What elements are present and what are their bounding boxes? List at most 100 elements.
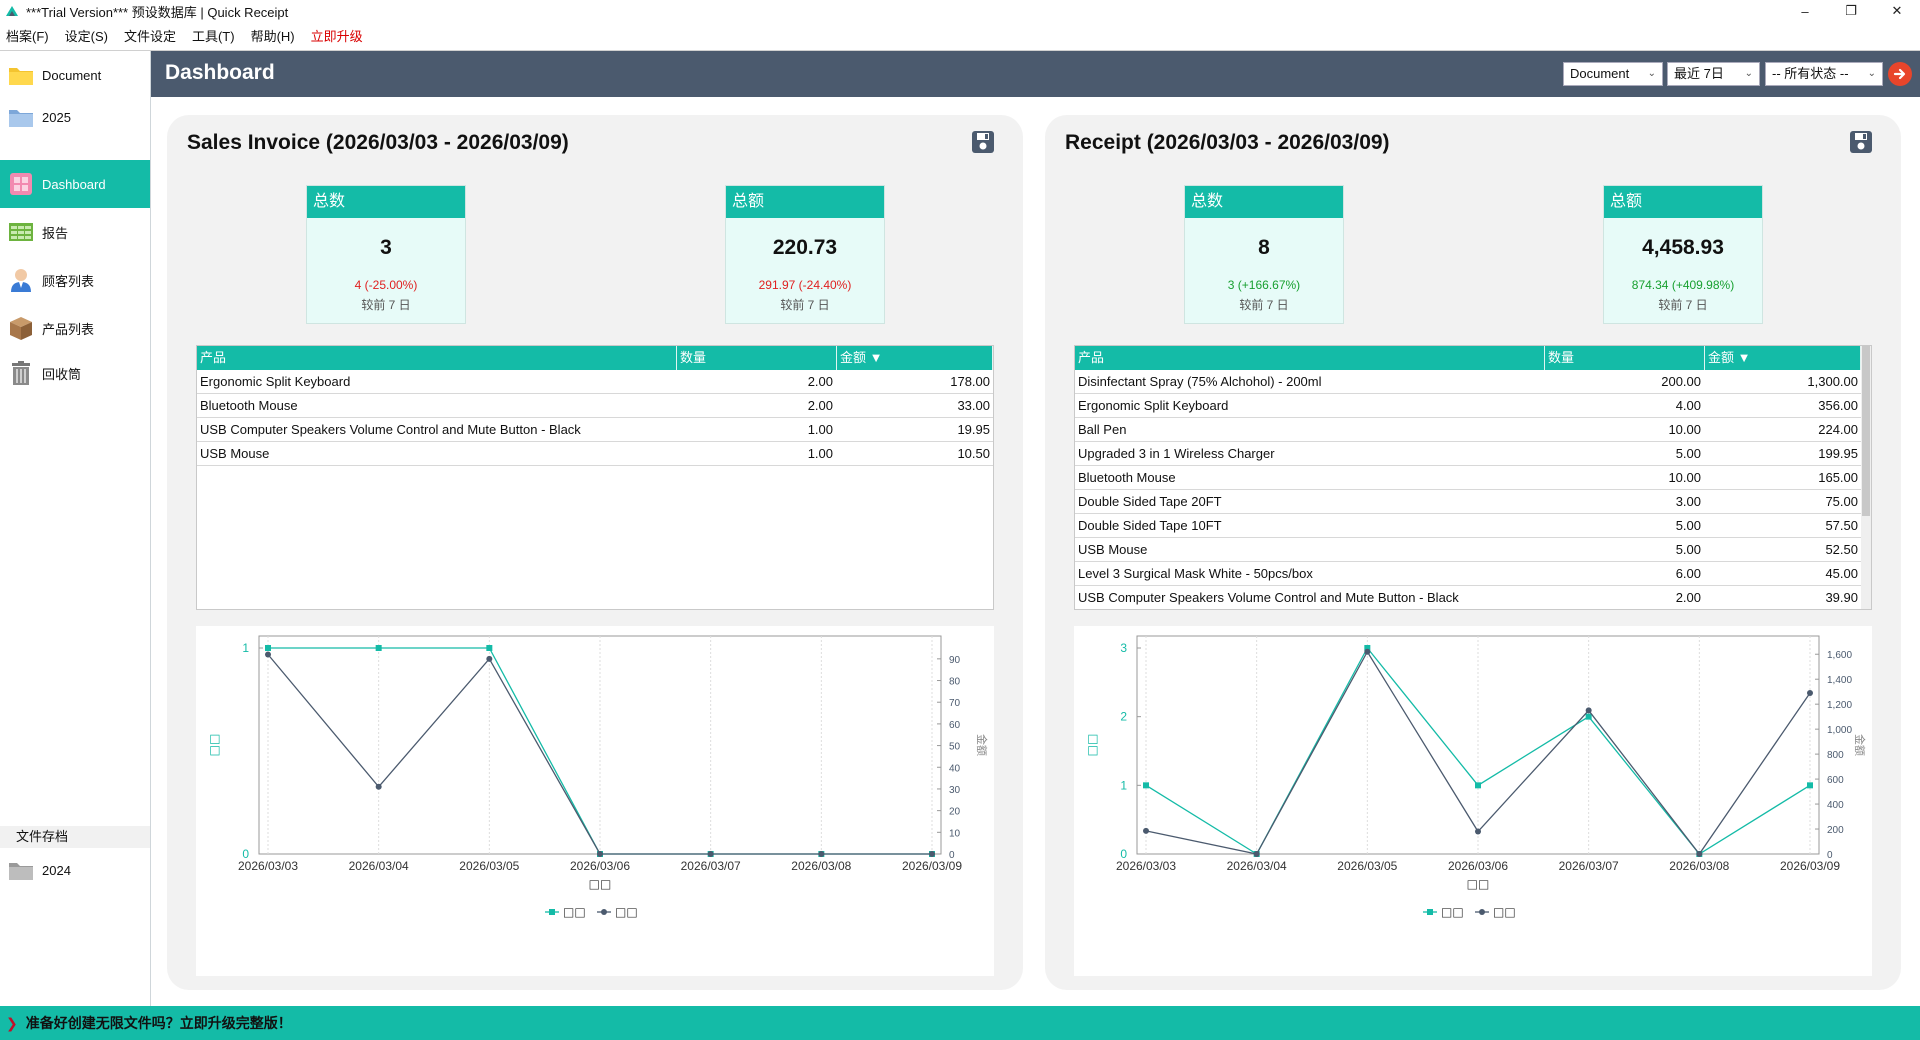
data-point xyxy=(265,645,271,651)
kpi-label: 总数 xyxy=(1185,186,1343,218)
cell-amount: 1,300.00 xyxy=(1807,374,1858,389)
data-point xyxy=(1807,782,1813,789)
kpi-label: 总额 xyxy=(1604,186,1762,218)
table-row[interactable]: USB Mouse 1.00 10.50 xyxy=(197,442,993,466)
column-header-amount[interactable]: 金额 ▼ xyxy=(1705,346,1861,370)
table-row[interactable]: USB Computer Speakers Volume Control and… xyxy=(1075,586,1871,609)
kpi-compare-label: 较前 7 日 xyxy=(361,298,411,312)
y2-tick-label: 30 xyxy=(949,785,961,796)
y2-tick-label: 0 xyxy=(1827,850,1833,861)
sidebar-item-archive-2024[interactable]: 2024 xyxy=(0,849,150,891)
table-row[interactable]: Double Sided Tape 10FT 5.00 57.50 xyxy=(1075,514,1871,538)
cell-qty: 1.00 xyxy=(807,422,833,437)
save-icon[interactable] xyxy=(1849,130,1873,154)
x-tick-label: 2026/03/08 xyxy=(1669,859,1729,873)
legend-marker xyxy=(1479,909,1485,915)
table-row[interactable]: Upgraded 3 in 1 Wireless Charger 5.00 199.… xyxy=(1075,442,1871,466)
y-tick-label: 1 xyxy=(242,641,249,655)
table-row[interactable]: Bluetooth Mouse 10.00 165.00 xyxy=(1075,466,1871,490)
x-tick-label: 2026/03/07 xyxy=(1559,859,1619,873)
y2-tick-label: 1,000 xyxy=(1827,725,1852,736)
legend-label: □□ xyxy=(1441,905,1464,919)
sidebar-item-recycle-bin[interactable]: 回收筒 xyxy=(0,352,150,394)
column-header-product[interactable]: 产品 xyxy=(1075,346,1545,370)
cell-qty: 2.00 xyxy=(1675,590,1701,605)
x-tick-label: 2026/03/04 xyxy=(1227,859,1287,873)
cell-amount: 224.00 xyxy=(1818,422,1858,437)
folder-blue-icon xyxy=(8,104,34,130)
table-scrollbar[interactable] xyxy=(1861,346,1871,609)
menu-upgrade[interactable]: 立即升级 xyxy=(310,28,363,44)
document-type-select[interactable]: Document ⌄ xyxy=(1563,62,1663,86)
sidebar-item-document[interactable]: Document xyxy=(0,54,150,96)
cell-product: Bluetooth Mouse xyxy=(200,398,298,413)
sidebar-item-dashboard[interactable]: Dashboard xyxy=(0,160,150,208)
sidebar-item-customers[interactable]: 顾客列表 xyxy=(0,259,150,301)
kpi-compare-label: 较前 7 日 xyxy=(1658,298,1708,312)
table-row[interactable]: USB Computer Speakers Volume Control and… xyxy=(197,418,993,442)
cell-qty: 3.00 xyxy=(1675,494,1701,509)
document-type-value: Document xyxy=(1570,66,1630,81)
menu-document-settings[interactable]: 文件设定 xyxy=(123,28,176,44)
sidebar-item-label: 回收筒 xyxy=(42,366,82,382)
table-row[interactable]: USB Mouse 5.00 52.50 xyxy=(1075,538,1871,562)
sidebar-item-label: 2024 xyxy=(42,862,71,878)
chart-svg: 0 1 2 3 0 200 400 600 800 1,000 1,200 1,400 1,600 202… xyxy=(1085,635,1867,919)
sidebar-item-label: 顾客列表 xyxy=(42,273,95,289)
save-icon[interactable] xyxy=(971,130,995,154)
data-point xyxy=(375,783,382,790)
menu-help[interactable]: 帮助(H) xyxy=(250,28,295,44)
folder-yellow-icon xyxy=(8,62,34,88)
y-tick-label: 3 xyxy=(1120,641,1127,655)
status-select[interactable]: -- 所有状态 -- ⌄ xyxy=(1765,62,1883,86)
period-value: 最近 7日 xyxy=(1674,66,1724,81)
y-tick-label: 0 xyxy=(242,847,249,861)
column-header-qty[interactable]: 数量 xyxy=(677,346,837,370)
menu-settings[interactable]: 设定(S) xyxy=(64,28,108,44)
x-tick-label: 2026/03/08 xyxy=(791,859,851,873)
table-row[interactable]: Bluetooth Mouse 2.00 33.00 xyxy=(197,394,993,418)
legend-marker xyxy=(1427,909,1433,915)
chevron-down-icon: ⌄ xyxy=(1744,68,1753,79)
sidebar-item-label: 2025 xyxy=(42,109,71,125)
menu-file[interactable]: 档案(F) xyxy=(6,28,49,44)
scrollbar-thumb[interactable] xyxy=(1862,346,1870,516)
y2-tick-label: 50 xyxy=(949,742,961,753)
menu-tools[interactable]: 工具(T) xyxy=(191,28,235,44)
table-row[interactable]: Ball Pen 10.00 224.00 xyxy=(1075,418,1871,442)
period-select[interactable]: 最近 7日 ⌄ xyxy=(1667,62,1760,86)
sidebar-item-2025[interactable]: 2025 xyxy=(0,96,150,138)
sidebar-item-products[interactable]: 产品列表 xyxy=(0,307,150,349)
y2-tick-label: 40 xyxy=(949,763,961,774)
column-header-product[interactable]: 产品 xyxy=(197,346,677,370)
minimize-button[interactable]: – xyxy=(1801,3,1809,19)
y-tick-label: 2 xyxy=(1120,710,1127,724)
page-title: Dashboard xyxy=(165,61,275,84)
y2-tick-label: 200 xyxy=(1827,825,1844,836)
upgrade-banner[interactable]: ❯ 准备好创建无限文件吗？立即升级完整版！ xyxy=(0,1006,1920,1040)
table-header: 产品 数量 金额 ▼ xyxy=(1075,346,1871,370)
restore-button[interactable]: ❐ xyxy=(1845,3,1857,18)
data-point xyxy=(1585,713,1592,720)
column-header-qty[interactable]: 数量 xyxy=(1545,346,1705,370)
data-point xyxy=(1696,851,1703,857)
cell-qty: 5.00 xyxy=(1675,446,1701,461)
table-row[interactable]: Ergonomic Split Keyboard 2.00 178.00 xyxy=(197,370,993,394)
table-row[interactable]: Level 3 Surgical Mask White - 50pcs/box 6… xyxy=(1075,562,1871,586)
top-products-table: 产品 数量 金额 ▼ Disinfectant Spray (75% Alcho… xyxy=(1074,345,1872,610)
sidebar-item-label: Document xyxy=(42,67,102,83)
cell-product: Ergonomic Split Keyboard xyxy=(1078,398,1229,413)
kpi-compare-label: 较前 7 日 xyxy=(780,298,830,312)
kpi-total-amount: 总额 4,458.93 874.34 (+409.98%) 较前 7 日 xyxy=(1603,185,1763,324)
x-tick-label: 2026/03/06 xyxy=(1448,859,1508,873)
cell-product: Level 3 Surgical Mask White - 50pcs/box xyxy=(1078,566,1313,581)
column-header-amount[interactable]: 金额 ▼ xyxy=(837,346,993,370)
cell-qty: 2.00 xyxy=(807,398,833,413)
sidebar-item-report[interactable]: 报告 xyxy=(0,211,150,253)
y2-axis-label: 金额 xyxy=(975,734,989,756)
go-button[interactable] xyxy=(1888,62,1912,86)
close-button[interactable]: ✕ xyxy=(1891,3,1903,18)
table-row[interactable]: Double Sided Tape 20FT 3.00 75.00 xyxy=(1075,490,1871,514)
table-row[interactable]: Disinfectant Spray (75% Alchohol) - 200m… xyxy=(1075,370,1871,394)
table-row[interactable]: Ergonomic Split Keyboard 4.00 356.00 xyxy=(1075,394,1871,418)
